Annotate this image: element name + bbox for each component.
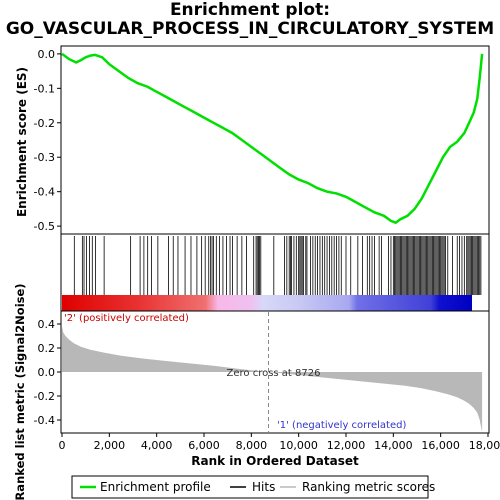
x-tick-label: 8,000 <box>236 439 268 452</box>
x-tick-label: 12,000 <box>327 439 366 452</box>
es-panel: 0.0 -0.1 -0.2 -0.3 -0.4 -0.5 Enrichment score… <box>15 45 490 235</box>
legend-frame <box>71 475 429 499</box>
es-y-tick-label: 0.0 <box>38 48 56 61</box>
ranking-metric-area <box>62 326 483 432</box>
chart-title: Enrichment plot: GO_VASCULAR_PROCESS_IN_… <box>0 1 500 39</box>
es-y-tick-label: -0.3 <box>34 151 55 164</box>
enrichment-profile-line <box>61 52 484 225</box>
x-tick-label: 4,000 <box>141 439 173 452</box>
zero-cross-label: Zero cross at 8726 <box>227 368 321 379</box>
x-tick-label: 10,000 <box>279 439 318 452</box>
chart-title-line1: Enrichment plot: <box>169 0 331 20</box>
x-axis-label: Rank in Ordered Dataset <box>191 454 359 468</box>
legend-ranking-label: Ranking metric scores <box>302 480 435 494</box>
rank-y-tick-label: -0.2 <box>34 390 55 403</box>
negative-correlation-label: '1' (negatively correlated) <box>277 420 406 431</box>
es-panel-frame <box>60 45 490 235</box>
rank-y-tick-label: 0.4 <box>38 318 56 331</box>
es-y-axis-label: Enrichment score (ES) <box>15 67 29 217</box>
rank-panel: Zero cross at 8726 '2' (positively corre… <box>13 283 500 500</box>
rank-y-tick-label: 0.0 <box>38 366 56 379</box>
hits-panel <box>60 233 490 312</box>
x-tick-label: 14,000 <box>374 439 413 452</box>
x-tick-label: 6,000 <box>188 439 220 452</box>
chart-title-line2: GO_VASCULAR_PROCESS_IN_CIRCULATORY_SYSTE… <box>5 19 495 39</box>
es-y-tick-label: -0.2 <box>34 117 55 130</box>
legend-hits-label: Hits <box>252 480 275 494</box>
rank-y-ticks: 0.4 0.2 0.0 -0.2 -0.4 <box>34 318 61 427</box>
rank-y-axis-label: Ranked list metric (Signal2Noise) <box>13 283 27 500</box>
es-y-ticks: 0.0 -0.1 -0.2 -0.3 -0.4 -0.5 <box>34 48 61 233</box>
rank-color-bar <box>62 295 472 311</box>
rank-y-tick-label: -0.4 <box>34 414 55 427</box>
rank-y-tick-label: 0.2 <box>38 342 56 355</box>
x-tick-label: 2,000 <box>94 439 126 452</box>
x-tick-label: 16,000 <box>421 439 460 452</box>
legend: Enrichment profile Hits Ranking metric s… <box>71 475 435 499</box>
hits-lines <box>73 236 482 295</box>
positive-correlation-label: '2' (positively correlated) <box>64 313 189 324</box>
x-ticks: 0 2,000 4,000 6,000 8,000 10,000 12,000 14,000 1… <box>59 433 500 452</box>
x-tick-label: 0 <box>59 439 66 452</box>
legend-enrichment-label: Enrichment profile <box>100 480 211 494</box>
es-y-tick-label: -0.5 <box>34 220 55 233</box>
es-y-tick-label: -0.1 <box>34 82 55 95</box>
x-tick-label: 18,000 <box>469 439 500 452</box>
es-y-tick-label: -0.4 <box>34 186 55 199</box>
